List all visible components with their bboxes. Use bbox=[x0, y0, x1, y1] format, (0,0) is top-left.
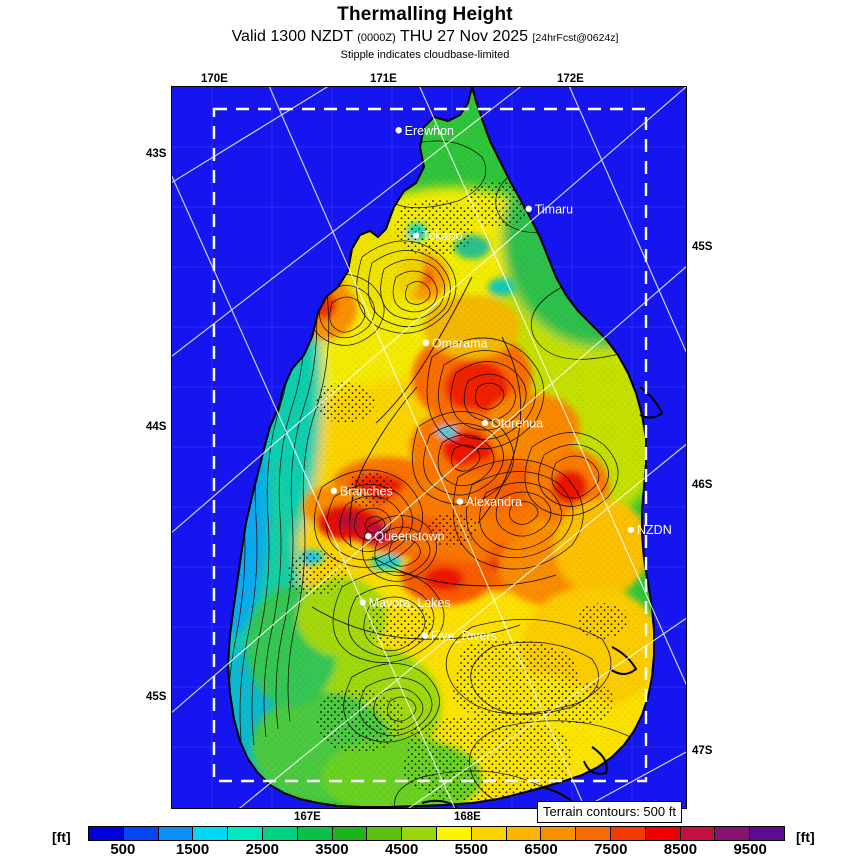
colorbar-tick-7500: 7500 bbox=[594, 841, 628, 858]
place-label-oturehua: Oturehua bbox=[491, 416, 543, 430]
colorbar-tick-2500: 2500 bbox=[245, 841, 279, 858]
lat-label-right-1: 46S bbox=[692, 479, 713, 491]
place-dot-queenstown bbox=[365, 532, 372, 540]
lon-label-bottom-1: 168E bbox=[454, 811, 481, 823]
lon-label-top-1: 171E bbox=[370, 73, 397, 85]
colorbar-band-8 bbox=[367, 827, 403, 840]
coastline bbox=[226, 87, 664, 808]
colorbar-band-12 bbox=[506, 827, 542, 840]
colorbar-band-19 bbox=[750, 827, 784, 840]
place-dot-oturehua bbox=[481, 419, 489, 427]
valid-utc: (0000Z) bbox=[357, 32, 396, 44]
map-canvas: Erewhon Timaru Tekapo Omarama Oturehua Branch… bbox=[172, 87, 686, 808]
place-dot-tekapo bbox=[412, 232, 420, 239]
lon-label-top-2: 172E bbox=[557, 73, 584, 85]
valid-time-line: Valid 1300 NZDT (0000Z) THU 27 Nov 2025 … bbox=[0, 27, 850, 48]
place-label-alexandra: Alexandra bbox=[466, 495, 522, 509]
place-label-mavora_lakes: Mavora_Lakes bbox=[369, 596, 451, 610]
colorbar-band-3 bbox=[193, 827, 229, 840]
place-label-nzdn: NZDN bbox=[637, 523, 672, 537]
colorbar-tick-4500: 4500 bbox=[384, 841, 419, 858]
place-dot-erewhon bbox=[395, 127, 402, 134]
colorbar-band-4 bbox=[228, 827, 263, 840]
lon-label-top-0: 170E bbox=[201, 73, 228, 85]
forecast-tag: [24hrFcst@0624z] bbox=[532, 32, 619, 44]
colorbar-band-17 bbox=[680, 827, 716, 840]
title-block: Thermalling Height Valid 1300 NZDT (0000… bbox=[0, 0, 850, 62]
colorbar-band-1 bbox=[123, 827, 159, 840]
place-dot-mavora_lakes bbox=[359, 599, 366, 606]
colorbar-band-0 bbox=[89, 827, 124, 840]
place-dot-alexandra bbox=[456, 498, 464, 505]
stipple-note: Stipple indicates cloudbase-limited bbox=[340, 49, 510, 61]
place-label-five_rivers: Five_Rivers bbox=[431, 629, 497, 643]
colorbar-tick-labels: 500 1500 2500 3500 4500 5500 6500 7500 8500 9500 bbox=[88, 841, 785, 859]
colorbar-band-2 bbox=[158, 827, 194, 840]
place-markers: Erewhon Timaru Tekapo Omarama Oturehua Branch… bbox=[330, 124, 672, 643]
colorbar-band-13 bbox=[541, 827, 577, 840]
lat-label-right-0: 45S bbox=[692, 241, 713, 253]
latlon-graticule bbox=[172, 87, 686, 808]
colorbar-tick-500: 500 bbox=[110, 841, 136, 858]
place-label-timaru: Timaru bbox=[535, 202, 573, 216]
place-dot-omarama bbox=[422, 339, 430, 347]
colorbar-unit-left: [ft] bbox=[52, 829, 71, 845]
lat-label-right-2: 47S bbox=[692, 745, 713, 757]
place-dot-timaru bbox=[525, 205, 532, 213]
valid-date: THU 27 Nov 2025 bbox=[399, 28, 529, 45]
colorbar-band-15 bbox=[610, 827, 646, 840]
colorbar-tick-1500: 1500 bbox=[175, 841, 210, 858]
colorbar-tick-9500: 9500 bbox=[733, 841, 767, 858]
terrain-contour-legend: Terrain contours: 500 ft bbox=[537, 801, 682, 823]
lat-label-left-1: 44S bbox=[146, 421, 167, 433]
colorbar-tick-5500: 5500 bbox=[454, 841, 489, 858]
colorbar-band-16 bbox=[645, 827, 681, 840]
lat-label-left-0: 43S bbox=[146, 148, 167, 160]
colorbar-band-6 bbox=[297, 827, 333, 840]
place-label-branches: Branches bbox=[340, 484, 393, 498]
lat-label-left-2: 45S bbox=[146, 691, 167, 703]
page-title: Thermalling Height bbox=[337, 4, 513, 25]
place-dot-branches bbox=[330, 487, 338, 494]
place-dot-nzdn bbox=[627, 526, 635, 533]
colorbar-band-11 bbox=[471, 827, 507, 840]
colorbar-band-7 bbox=[332, 827, 368, 840]
colorbar-unit-right: [ft] bbox=[796, 829, 815, 845]
colorbar-tick-8500: 8500 bbox=[663, 841, 698, 858]
place-label-omarama: Omarama bbox=[432, 336, 488, 350]
cloudbase-limited-stipple bbox=[287, 181, 629, 804]
colorbar-tick-3500: 3500 bbox=[315, 841, 349, 858]
colorbar-band-9 bbox=[402, 827, 437, 840]
colorbar-band-14 bbox=[576, 827, 611, 840]
lon-label-bottom-0: 167E bbox=[294, 811, 321, 823]
colorbar-tick-6500: 6500 bbox=[524, 841, 558, 858]
colorbar[interactable] bbox=[88, 826, 785, 841]
place-label-queenstown: Queenstown bbox=[374, 530, 444, 544]
place-dot-five_rivers bbox=[421, 632, 429, 639]
place-label-tekapo: Tekapo bbox=[422, 229, 462, 243]
forecast-domain-box bbox=[212, 107, 648, 783]
thermalling-height-map[interactable]: Erewhon Timaru Tekapo Omarama Oturehua Branch… bbox=[171, 86, 687, 809]
colorbar-band-18 bbox=[715, 827, 751, 840]
valid-time: Valid 1300 NZDT bbox=[231, 28, 353, 45]
colorbar-band-10 bbox=[436, 827, 472, 840]
place-label-erewhon: Erewhon bbox=[405, 124, 454, 138]
colorbar-band-5 bbox=[262, 827, 298, 840]
